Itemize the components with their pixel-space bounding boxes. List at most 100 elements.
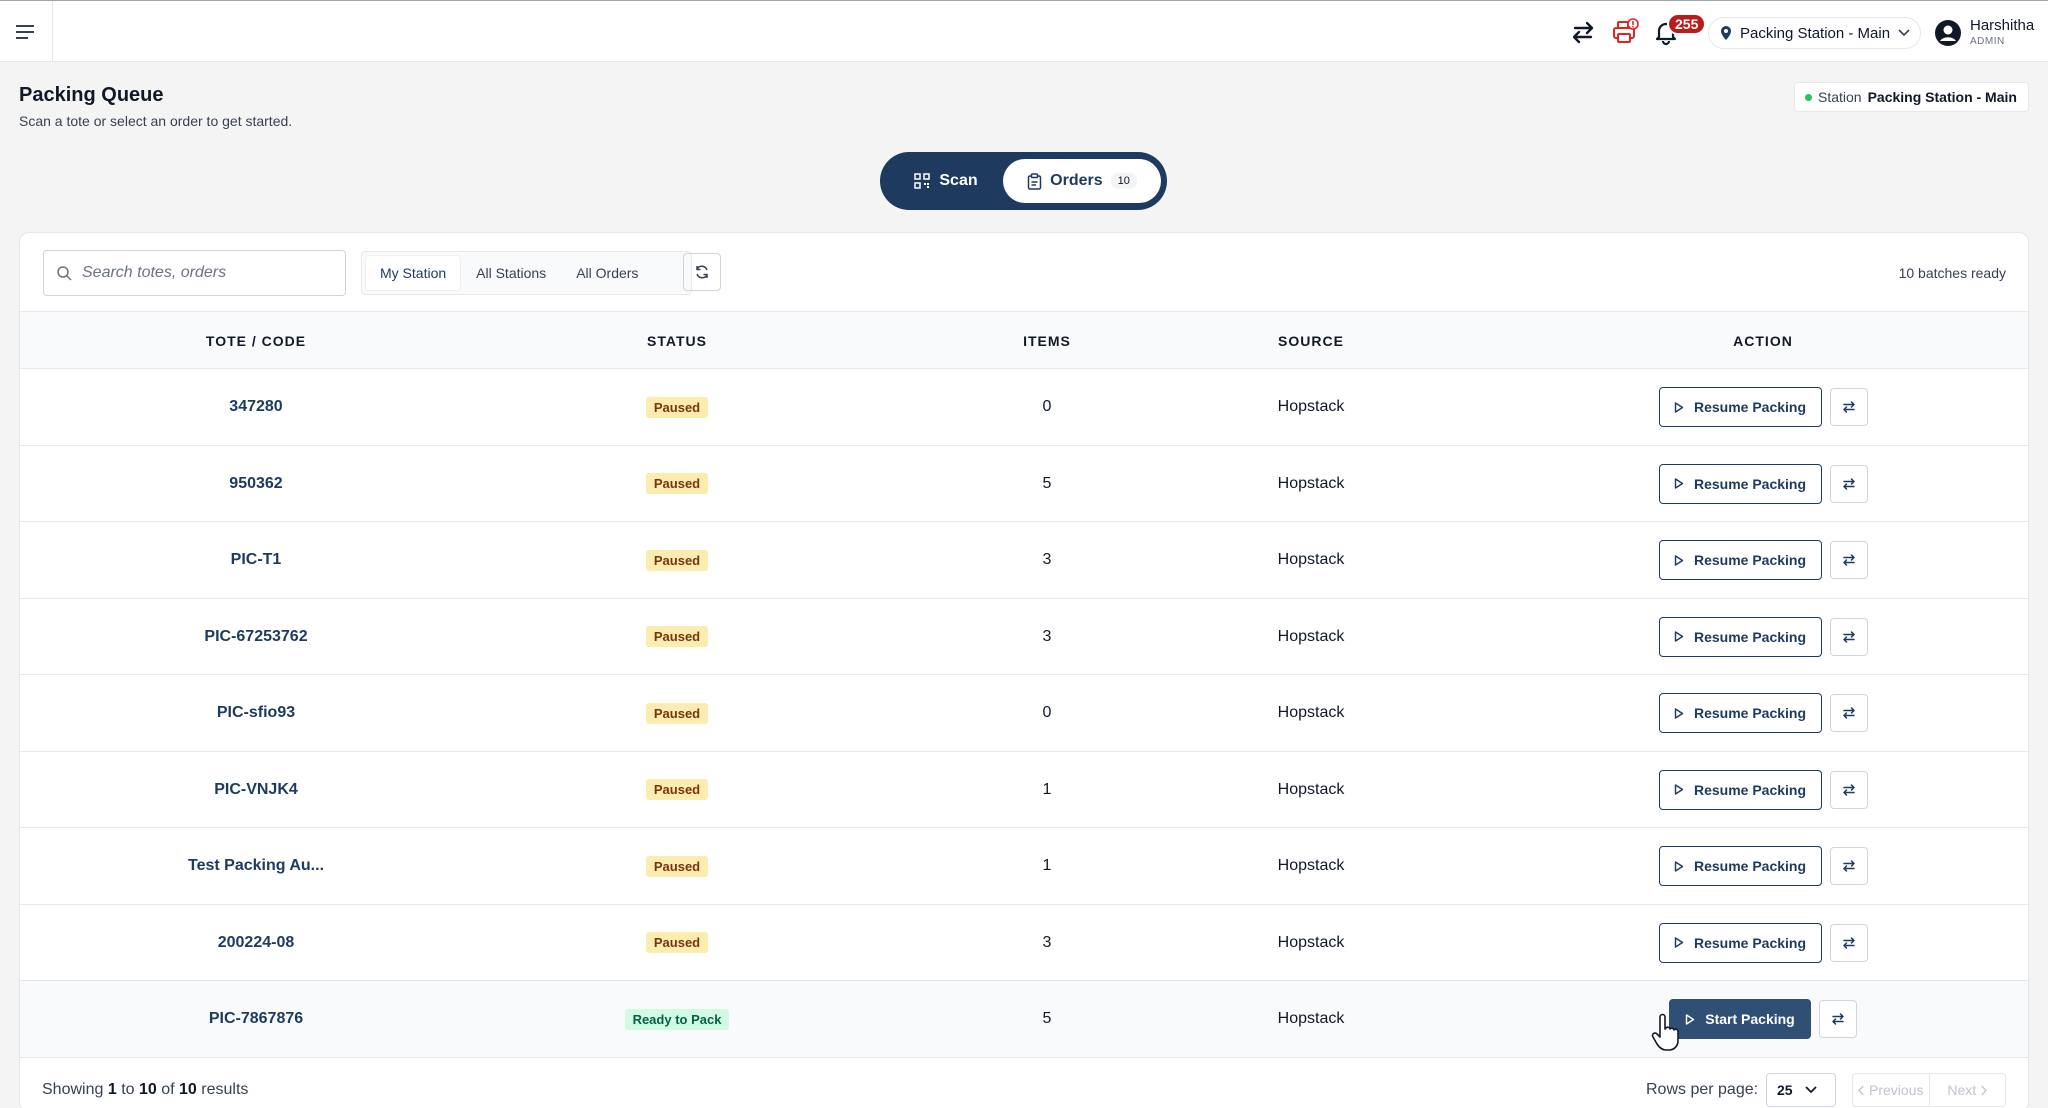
status-cell: Paused xyxy=(492,905,862,981)
status-badge: Paused xyxy=(645,473,709,494)
resume-packing-button[interactable]: Resume Packing xyxy=(1658,616,1822,657)
tote-cell: PIC-67253762 xyxy=(20,599,492,675)
play-icon xyxy=(1674,784,1684,795)
tote-code-link[interactable]: PIC-VNJK4 xyxy=(214,780,298,798)
orders-tab[interactable]: Orders 10 xyxy=(1003,159,1161,203)
hand-cursor-icon xyxy=(1651,1013,1679,1051)
tote-code-link[interactable]: Test Packing Au... xyxy=(187,857,325,874)
source-cell: Hopstack xyxy=(1277,857,1345,874)
play-icon xyxy=(1674,478,1684,489)
reassign-button[interactable] xyxy=(1829,617,1868,656)
station-filter-group: My Station All Stations All Orders xyxy=(361,251,692,295)
swap-arrows-icon xyxy=(1842,477,1855,490)
resume-packing-button[interactable]: Resume Packing xyxy=(1658,846,1822,886)
swap-arrows-icon xyxy=(1842,630,1855,643)
resume-packing-button[interactable]: Resume Packing xyxy=(1658,922,1822,963)
reassign-button[interactable] xyxy=(1829,847,1868,885)
tote-code-link[interactable]: 950362 xyxy=(229,474,283,492)
reassign-button[interactable] xyxy=(1829,770,1868,809)
resume-packing-button[interactable]: Resume Packing xyxy=(1658,693,1822,733)
status-badge: Paused xyxy=(645,702,709,724)
search-icon xyxy=(57,266,72,281)
play-icon xyxy=(1674,554,1684,566)
resume-packing-button[interactable]: Resume Packing xyxy=(1658,387,1822,427)
scan-tab[interactable]: Scan xyxy=(886,158,1006,204)
search-input[interactable] xyxy=(82,264,322,282)
status-badge: Paused xyxy=(645,932,709,953)
status-badge: Ready to Pack xyxy=(624,1008,730,1030)
reassign-button[interactable] xyxy=(1829,388,1868,426)
reassign-button[interactable] xyxy=(1829,464,1868,503)
reassign-button[interactable] xyxy=(1829,923,1868,962)
rows-per-page-label: Rows per page: xyxy=(1646,1081,1759,1098)
results-summary: Showing 1 to 10 of 10 results xyxy=(42,1081,248,1099)
status-cell: Paused xyxy=(492,446,862,522)
table-header: TOTE / CODE STATUS ITEMS SOURCE ACTION xyxy=(20,311,2028,369)
resume-packing-button[interactable]: Resume Packing xyxy=(1658,769,1822,810)
table-row: PIC-67253762 Paused 3 Hopstack Resume Pa… xyxy=(20,599,2028,675)
action-cell: Resume Packing xyxy=(1496,446,2028,522)
notification-count-badge: 255 xyxy=(1667,13,1707,35)
user-menu[interactable]: Harshitha ADMIN xyxy=(1934,15,2034,51)
row-actions: Start Packing xyxy=(1669,999,1857,1039)
station-select[interactable]: Packing Station - Main xyxy=(1708,17,1921,49)
resume-packing-button[interactable]: Resume Packing xyxy=(1658,463,1822,504)
transfer-button[interactable] xyxy=(1568,17,1598,47)
tote-code-link[interactable]: 347280 xyxy=(229,398,283,415)
filter-my-station[interactable]: My Station xyxy=(366,256,461,290)
action-cell: Start Packing xyxy=(1496,981,2028,1057)
menu-button[interactable] xyxy=(0,1,53,62)
resume-packing-button[interactable]: Resume Packing xyxy=(1658,540,1822,580)
reassign-button[interactable] xyxy=(1829,694,1868,732)
user-role: ADMIN xyxy=(1970,36,2005,47)
station-indicator: Station Packing Station - Main xyxy=(1794,82,2029,112)
refresh-button[interactable] xyxy=(683,253,721,291)
source-cell: Hopstack xyxy=(1277,704,1345,721)
printer-alert-button[interactable] xyxy=(1610,17,1640,47)
source-cell: Hopstack xyxy=(1277,551,1345,568)
tote-cell: PIC-sfio93 xyxy=(20,675,492,751)
row-actions: Resume Packing xyxy=(1658,463,1868,504)
scan-tab-label: Scan xyxy=(939,172,978,189)
reassign-button[interactable] xyxy=(1819,1000,1857,1038)
play-icon xyxy=(1674,401,1684,413)
chevron-right-icon xyxy=(1981,1085,1988,1095)
previous-page-button[interactable]: Previous xyxy=(1853,1073,1929,1107)
tote-code-link[interactable]: PIC-7867876 xyxy=(208,1010,304,1027)
tote-cell: 347280 xyxy=(20,369,492,445)
action-label: Resume Packing xyxy=(1693,552,1807,568)
action-cell: Resume Packing xyxy=(1496,905,2028,981)
next-page-button[interactable]: Next xyxy=(1928,1073,2006,1107)
station-label: Station xyxy=(1818,89,1862,105)
action-label: Resume Packing xyxy=(1693,475,1807,492)
next-label: Next xyxy=(1947,1082,1977,1098)
search-box[interactable] xyxy=(43,250,346,296)
row-actions: Resume Packing xyxy=(1658,922,1868,963)
tote-code-link[interactable]: PIC-sfio93 xyxy=(216,704,296,721)
action-cell: Resume Packing xyxy=(1496,675,2028,751)
menu-icon xyxy=(16,24,34,39)
action-label: Resume Packing xyxy=(1693,705,1807,721)
rows-per-page-value: 25 xyxy=(1777,1082,1793,1098)
status-badge: Paused xyxy=(645,855,709,877)
filter-all-orders[interactable]: All Orders xyxy=(576,265,639,281)
table-row: PIC-VNJK4 Paused 1 Hopstack Resume Packi… xyxy=(20,752,2028,828)
tote-code-link[interactable]: PIC-T1 xyxy=(230,551,282,568)
items-cell: 3 xyxy=(1042,627,1052,645)
reassign-button[interactable] xyxy=(1829,541,1868,579)
items-cell: 1 xyxy=(1042,857,1052,874)
row-actions: Resume Packing xyxy=(1658,769,1868,810)
status-cell: Paused xyxy=(492,828,862,904)
tote-code-link[interactable]: 200224-08 xyxy=(217,933,295,951)
filter-all-stations[interactable]: All Stations xyxy=(476,265,547,281)
tote-code-link[interactable]: PIC-67253762 xyxy=(204,627,308,645)
rows-per-page-select[interactable]: 25 xyxy=(1766,1073,1836,1107)
swap-arrows-icon xyxy=(1842,554,1855,566)
swap-arrows-icon xyxy=(1842,860,1855,872)
source-cell: Hopstack xyxy=(1277,474,1345,492)
start-packing-button[interactable]: Start Packing xyxy=(1669,999,1811,1039)
action-cell: Resume Packing xyxy=(1496,599,2028,675)
status-cell: Paused xyxy=(492,522,862,598)
items-cell: 5 xyxy=(1042,1010,1052,1027)
action-label: Resume Packing xyxy=(1693,628,1807,645)
